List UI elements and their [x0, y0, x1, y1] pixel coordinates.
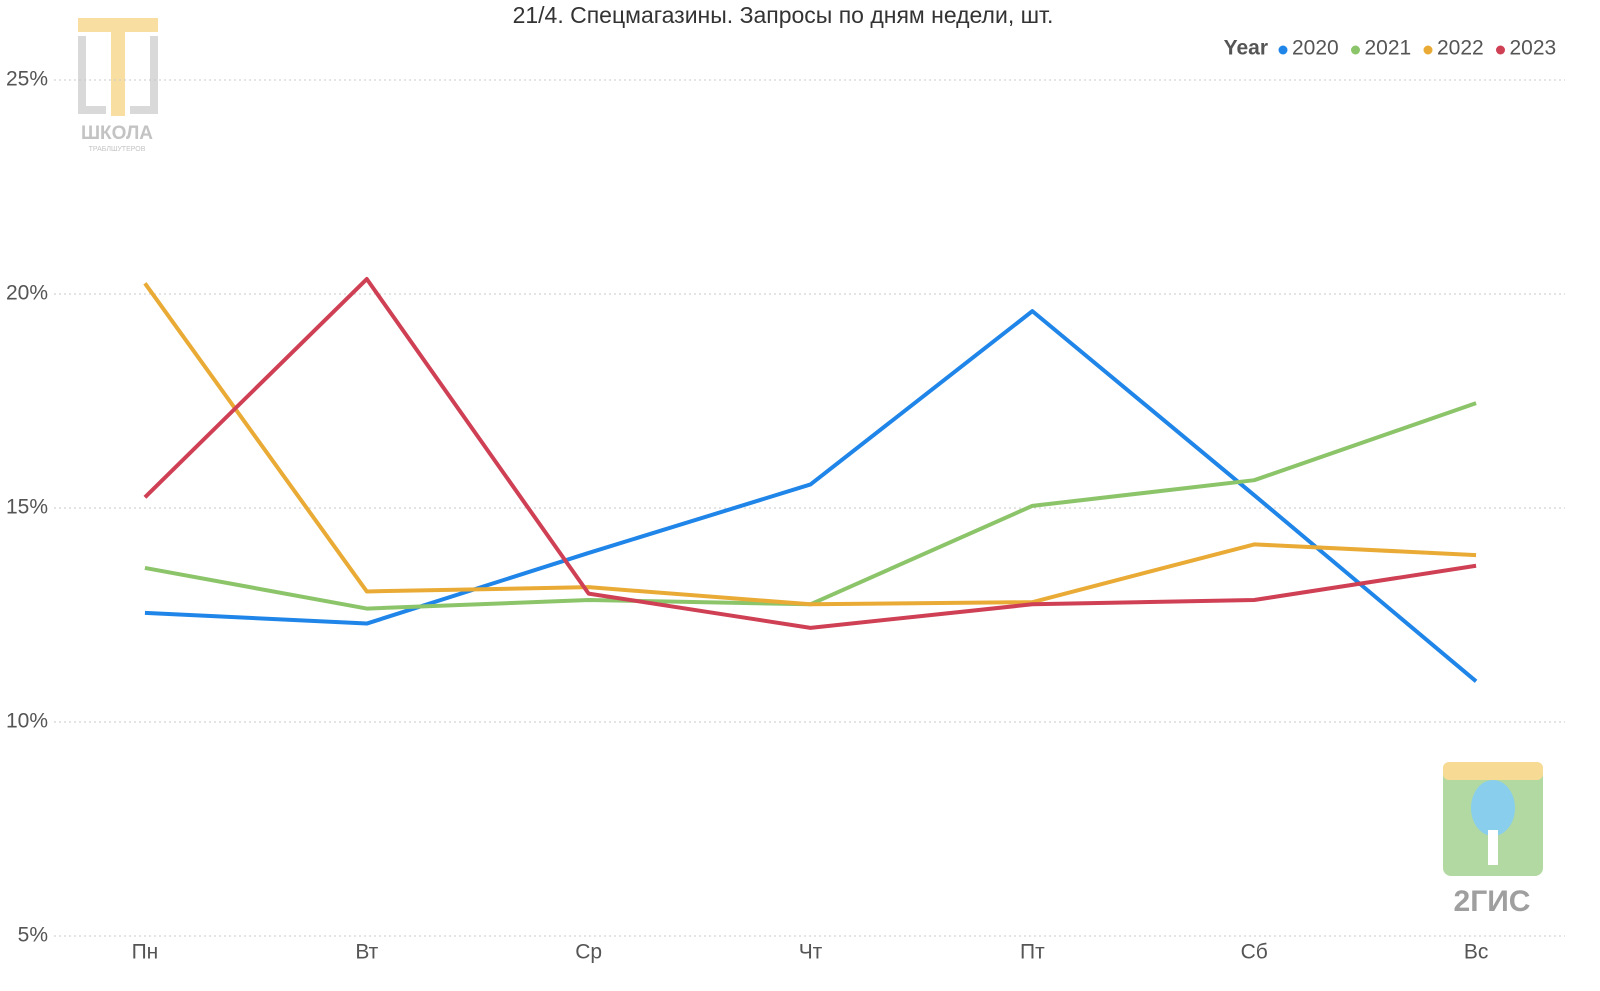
legend-marker [1278, 45, 1288, 55]
legend-label: 2022 [1437, 37, 1484, 60]
x-tick-label: Ср [575, 941, 602, 964]
series-line [144, 401, 1477, 611]
school-logo: ШКОЛА ТРАБЛШУТЕРОВ [78, 18, 158, 153]
x-tick-label: Пн [132, 941, 159, 964]
legend-marker [1351, 45, 1360, 55]
series-line [143, 282, 1477, 607]
logo-shape [78, 36, 158, 114]
logo-shape [111, 18, 125, 116]
legend-label: 2020 [1292, 37, 1339, 60]
logo-text: ШКОЛА [81, 123, 153, 144]
x-tick-label: Чт [799, 941, 823, 964]
y-tick-label: 25% [6, 68, 48, 91]
logo-subtext: ТРАБЛШУТЕРОВ [89, 146, 146, 153]
series-line [144, 309, 1478, 683]
logo-shape [1443, 762, 1543, 780]
x-tick-label: Вс [1464, 941, 1489, 964]
y-tick-label: 20% [6, 282, 48, 305]
legend-marker [1423, 45, 1433, 55]
logo-text: 2ГИС [1454, 885, 1531, 918]
series-line [143, 277, 1477, 630]
y-tick-label: 5% [18, 924, 48, 947]
chart-title: 21/4. Спецмагазины. Запросы по дням неде… [513, 2, 1054, 28]
x-tick-label: Пт [1020, 941, 1045, 964]
legend-label: 2023 [1510, 37, 1557, 60]
legend-label: 2021 [1365, 37, 1412, 60]
legend-marker [1496, 45, 1505, 55]
y-tick-label: 15% [6, 496, 48, 519]
legend-title: Year [1224, 37, 1268, 60]
x-tick-label: Сб [1241, 941, 1268, 964]
x-tick-label: Вт [355, 941, 378, 964]
y-tick-label: 10% [6, 710, 48, 733]
logo-shape [1471, 780, 1515, 836]
brand-logo: 2ГИС [1443, 762, 1543, 918]
